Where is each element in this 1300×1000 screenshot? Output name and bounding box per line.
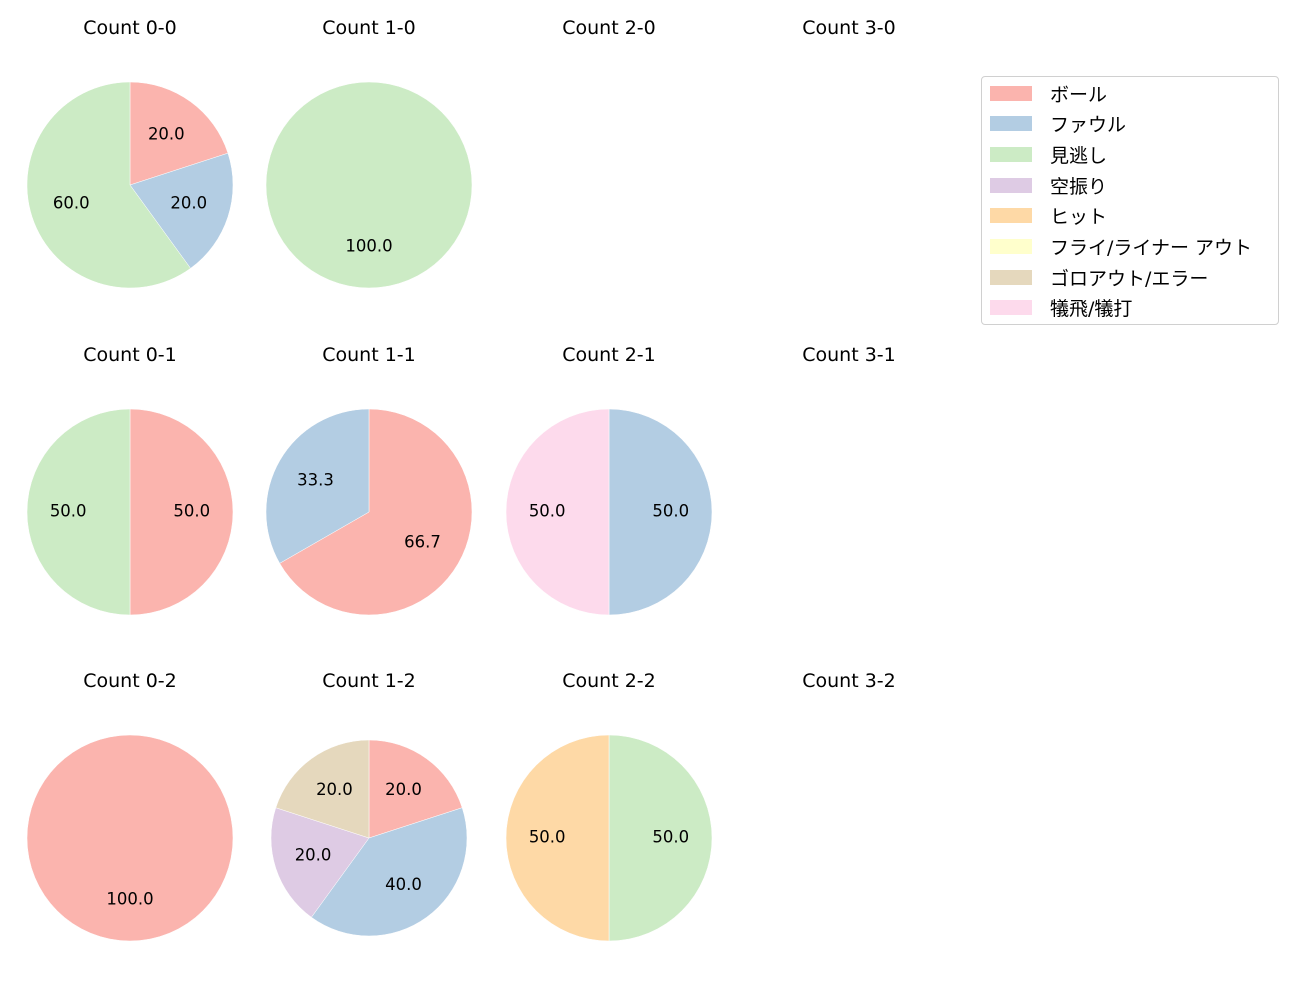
subplot-title: Count 3-0 <box>802 17 896 39</box>
legend-swatch <box>990 269 1032 285</box>
legend-label: 空振り <box>1050 175 1108 198</box>
legend-item: 空振り <box>990 175 1107 198</box>
legend-label: ヒット <box>1050 206 1108 229</box>
legend-item: ファウル <box>990 114 1126 136</box>
slice-label: 100.0 <box>345 236 392 255</box>
slice-label: 50.0 <box>652 502 689 521</box>
legend-item: 犠飛/犠打 <box>990 298 1132 320</box>
slice-label: 100.0 <box>106 889 153 908</box>
legend-item: ボール <box>990 83 1107 106</box>
pie-slice <box>129 152 234 269</box>
legend-label: ファウル <box>1050 114 1127 137</box>
legend-item: ゴロアウト/エラー <box>990 267 1208 290</box>
slice-label: 60.0 <box>53 194 90 213</box>
pie: 66.7 33.3 <box>265 408 473 616</box>
legend-swatch <box>990 116 1032 132</box>
subplot-title: Count 1-1 <box>322 344 416 366</box>
pie-slice <box>265 81 473 289</box>
pie: 100.0 <box>265 81 473 289</box>
legend-label: 見逃し <box>1050 144 1108 167</box>
subplot-title: Count 0-0 <box>83 17 177 39</box>
slice-label: 20.0 <box>295 846 332 865</box>
pie-slice <box>26 734 234 942</box>
slice-label: 50.0 <box>652 828 689 847</box>
legend-swatch <box>990 146 1032 162</box>
legend-label: ゴロアウト/エラー <box>1050 267 1209 290</box>
pie: 100.0 <box>26 734 234 942</box>
pie-slice <box>368 739 463 839</box>
legend-label: ボール <box>1050 83 1108 106</box>
pie-slice <box>279 408 473 616</box>
pie: 50.0 50.0 <box>26 408 234 616</box>
legend: ボールファウル見逃し空振りヒットフライ/ライナー アウト ゴロアウト/エラー 犠飛/… <box>981 76 1279 325</box>
legend-swatch <box>990 177 1032 193</box>
pie-slice <box>129 81 229 186</box>
subplot-title: Count 3-1 <box>802 344 896 366</box>
legend-label: フライ/ライナー アウト <box>1050 237 1253 259</box>
slice-label: 40.0 <box>385 875 422 894</box>
pie-slice <box>129 408 234 616</box>
pie-slice <box>505 734 610 942</box>
pie-slice <box>608 734 713 942</box>
slice-label: 20.0 <box>170 194 207 213</box>
subplot-title: Count 2-1 <box>562 344 656 366</box>
pie-slice <box>26 81 191 289</box>
legend-item: ヒット <box>990 206 1107 228</box>
subplot-title: Count 1-2 <box>322 670 416 692</box>
slice-label: 50.0 <box>529 828 566 847</box>
slice-label: 50.0 <box>529 502 566 521</box>
subplot-title: Count 3-2 <box>802 670 896 692</box>
pie: 50.0 50.0 <box>505 408 713 616</box>
slice-label: 20.0 <box>148 125 185 144</box>
pie: 20.0 40.0 20.0 20.0 <box>270 739 468 937</box>
pie-slice <box>608 408 713 616</box>
subplot-title: Count 0-1 <box>83 344 177 366</box>
slice-label: 33.3 <box>297 471 334 490</box>
subplot-title: Count 2-2 <box>562 670 656 692</box>
subplot-title: Count 2-0 <box>562 17 656 39</box>
pie-slice <box>275 739 370 839</box>
legend-swatch <box>990 239 1032 254</box>
legend-swatch <box>990 300 1032 316</box>
pie: 50.0 50.0 <box>505 734 713 942</box>
pie-slice <box>265 408 370 564</box>
legend-swatch <box>990 85 1032 101</box>
pie-slice <box>505 408 610 616</box>
slice-label: 66.7 <box>404 532 441 551</box>
subplot-title: Count 1-0 <box>322 17 416 39</box>
pie: 20.0 20.0 60.0 <box>26 81 234 289</box>
subplot-title: Count 0-2 <box>83 670 177 692</box>
slice-label: 50.0 <box>173 502 210 521</box>
pie-slice <box>311 807 468 937</box>
slice-label: 20.0 <box>316 780 353 799</box>
legend-item: 見逃し <box>990 144 1107 167</box>
pie-slice <box>270 807 370 918</box>
slice-label: 20.0 <box>385 780 422 799</box>
legend-label: 犠飛/犠打 <box>1050 298 1133 321</box>
pie-slice <box>26 408 131 616</box>
legend-swatch <box>990 208 1032 224</box>
legend-item: フライ/ライナー アウト <box>990 237 1252 259</box>
slice-label: 50.0 <box>50 502 87 521</box>
